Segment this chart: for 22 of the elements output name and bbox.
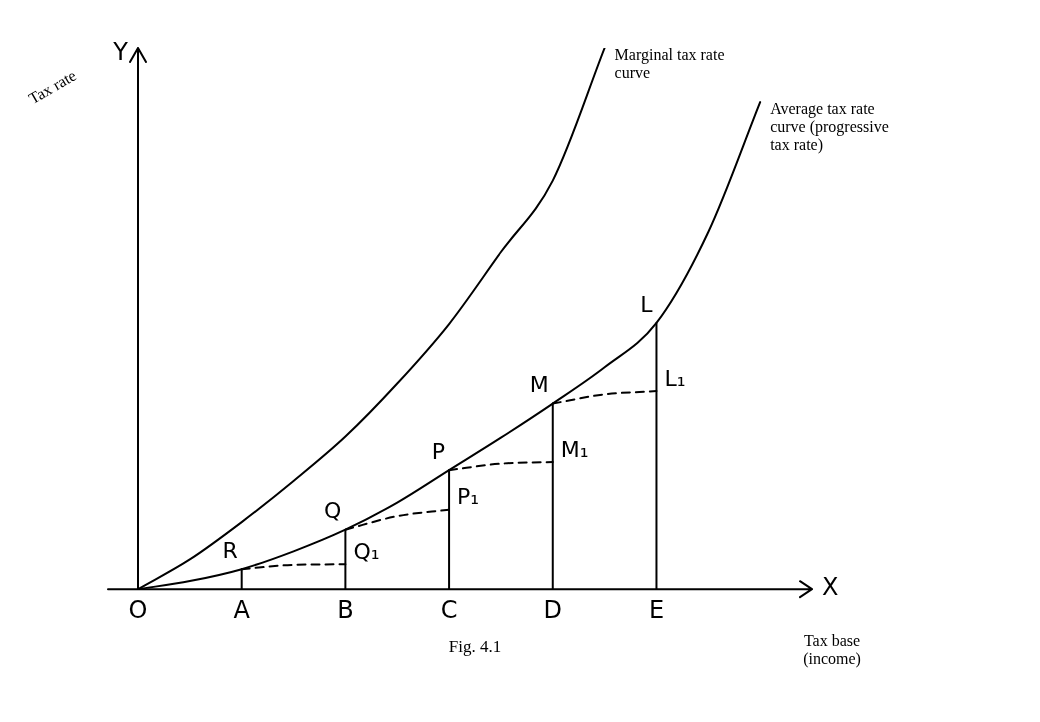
annotation: Q₁ — [353, 539, 380, 565]
series-label: Average tax rate curve (progressive tax rate) — [770, 100, 889, 155]
x-tick-label: B — [337, 595, 354, 624]
annotation: P — [431, 438, 446, 464]
caption: Fig. 4.1 — [448, 637, 502, 657]
annotation: M₁ — [560, 436, 589, 462]
annotation: Q — [324, 498, 342, 524]
series-label: Marginal tax rate curve — [614, 46, 725, 82]
x-tick-label: D — [543, 595, 563, 624]
annotation: L₁ — [664, 365, 686, 391]
x-tick-label: C — [440, 595, 458, 624]
annotation: Y — [112, 38, 129, 67]
x-axis-title: Tax base (income) — [803, 632, 861, 669]
annotation: L — [640, 291, 654, 317]
annotation: P₁ — [457, 484, 480, 510]
y-axis-title: Tax rate — [25, 66, 79, 108]
x-tick-label: E — [648, 595, 665, 624]
annotation: R — [222, 537, 238, 563]
annotation: M — [529, 372, 549, 398]
x-tick-label: A — [233, 595, 251, 624]
text: X — [822, 573, 839, 602]
x-tick-label: O — [128, 595, 148, 624]
